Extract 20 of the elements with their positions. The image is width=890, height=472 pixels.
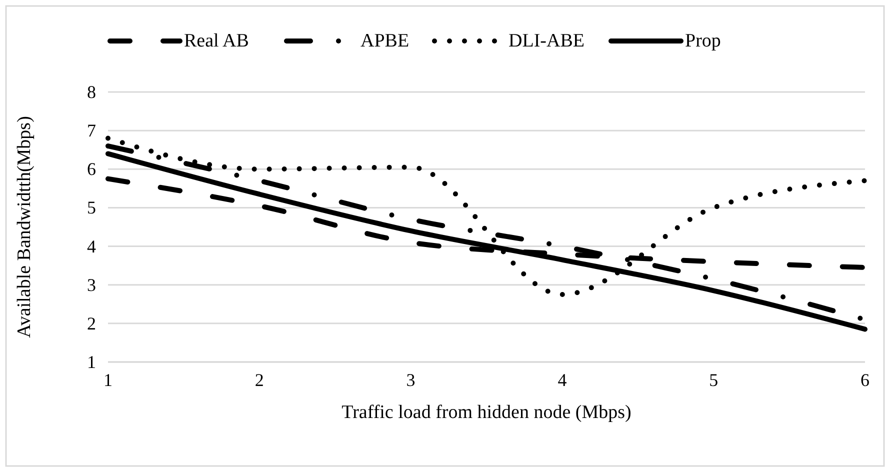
legend-label: Real AB bbox=[184, 30, 249, 52]
y-tick-label: 4 bbox=[87, 236, 96, 256]
x-tick-label: 3 bbox=[406, 370, 416, 390]
y-tick-label: 1 bbox=[87, 352, 96, 372]
y-tick-label: 5 bbox=[87, 198, 96, 218]
y-axis-title: Available Bandwidtth(Mbps) bbox=[14, 116, 35, 338]
y-tick-label: 7 bbox=[87, 120, 96, 141]
legend-label: APBE bbox=[360, 30, 410, 52]
legend-label: DLI-ABE bbox=[508, 30, 584, 52]
x-tick-label: 6 bbox=[860, 370, 870, 390]
x-tick-label: 1 bbox=[104, 370, 112, 390]
x-tick-label: 5 bbox=[709, 370, 718, 390]
legend-label: Prop bbox=[685, 30, 721, 52]
y-tick-label: 6 bbox=[87, 159, 96, 180]
x-tick-label: 2 bbox=[254, 370, 264, 390]
y-tick-label: 8 bbox=[87, 82, 96, 102]
x-tick-label: 4 bbox=[558, 370, 567, 390]
x-axis-title: Traffic load from hidden node (Mbps) bbox=[342, 402, 632, 423]
y-tick-label: 3 bbox=[87, 274, 96, 295]
y-tick-label: 2 bbox=[87, 313, 96, 334]
